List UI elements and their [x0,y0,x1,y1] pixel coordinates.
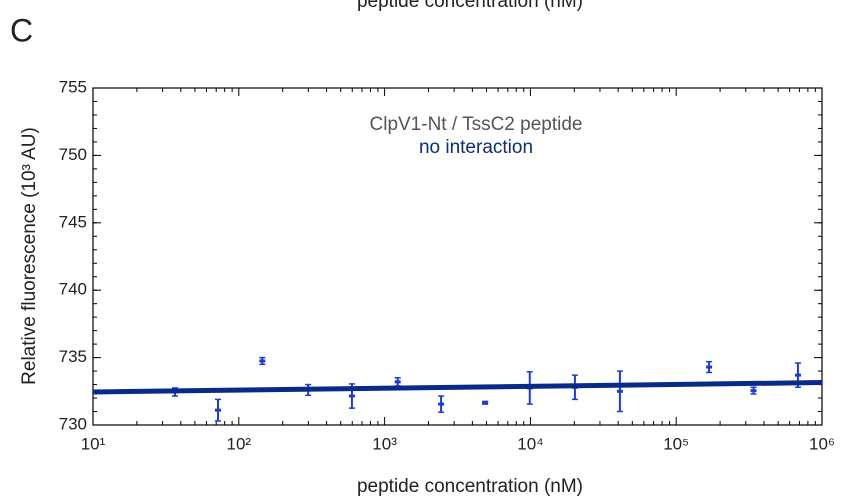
x-tick-label: 10⁵ [663,434,689,453]
point [616,389,623,393]
x-tick-label: 10³ [372,434,397,453]
panel-label: C [10,12,33,48]
fit-line [92,380,823,395]
point [214,408,221,412]
point [259,359,266,363]
y-axis-label: Relative fluorescence (10³ AU) [19,127,40,385]
point [794,373,801,377]
plot-frame [92,87,823,426]
point [394,380,401,384]
x-tick-label: 10⁴ [517,434,543,453]
point [750,389,757,393]
point [438,402,445,406]
y-tick-label: 750 [59,145,87,164]
annotation: no interaction [419,137,533,158]
y-tick-label: 740 [59,280,87,299]
point [348,394,355,398]
x-tick-label: 10¹ [81,434,106,453]
point [482,401,489,405]
y-tick-label: 730 [59,414,87,433]
y-tick-label: 735 [59,347,87,366]
point [706,365,713,369]
y-tick-label: 755 [59,77,87,96]
x-tick-label: 10² [227,434,252,453]
annotation: ClpV1-Nt / TssC2 peptide [370,114,583,135]
x-tick-label: 10⁶ [809,434,835,453]
y-tick-label: 745 [59,212,87,231]
x-axis-label: peptide concentration (nM) [357,476,583,497]
cut-off-text: peptide concentration (nM) [357,0,583,12]
